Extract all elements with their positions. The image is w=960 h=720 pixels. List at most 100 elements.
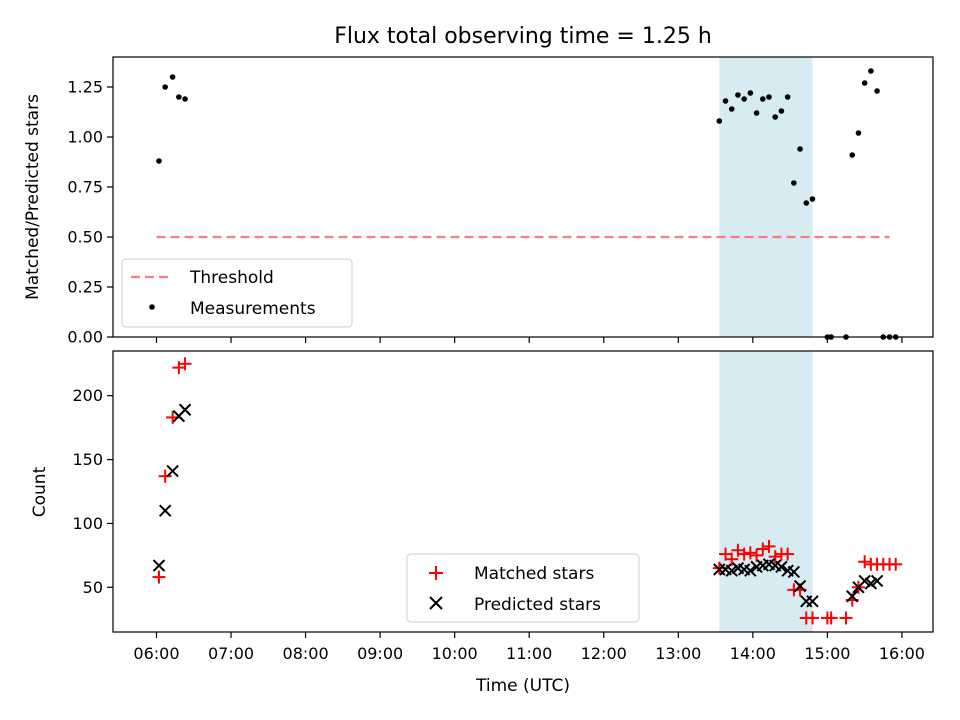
measurement-point	[855, 130, 862, 136]
matched-point	[725, 552, 739, 566]
bottom-highlight-span	[719, 351, 813, 632]
measurement-point	[778, 108, 785, 114]
top-y-tick-label: 1.00	[67, 128, 103, 147]
measurements-legend-swatch	[149, 304, 155, 310]
bottom-legend-box	[406, 553, 640, 623]
bottom-y-tick-label: 200	[72, 386, 103, 405]
top-y-tick-label: 0.25	[67, 278, 103, 297]
matched-point	[824, 611, 838, 625]
predicted-point	[158, 504, 172, 517]
ratio-panel: 0.00 0.25 0.50 0.75 1.00 1.25 Flux total obse…	[23, 24, 934, 347]
predicted-point	[178, 403, 192, 416]
measurement-point	[753, 110, 760, 116]
measurement-point	[797, 146, 803, 152]
top-y-tick-label: 0.00	[67, 328, 103, 347]
measurement-point	[803, 200, 810, 206]
measurement-point	[766, 94, 772, 100]
matched-point	[839, 611, 853, 625]
measurement-point	[791, 180, 797, 186]
matched-point	[781, 547, 795, 561]
matched-point	[152, 570, 166, 584]
predicted-point	[793, 579, 807, 593]
predicted-legend-label: Predicted stars	[474, 595, 601, 615]
matched-point	[805, 611, 819, 625]
predicted-stars-series	[152, 403, 884, 608]
measurement-point	[809, 196, 816, 202]
matched-point	[858, 555, 872, 569]
predicted-point	[870, 574, 884, 588]
matched-point	[737, 547, 751, 561]
x-tick-label: 09:00	[357, 644, 403, 663]
x-axis-label: Time (UTC)	[475, 676, 570, 696]
measurement-point	[874, 88, 880, 94]
bottom-axes-frame	[112, 350, 934, 633]
matched-point	[756, 542, 770, 556]
predicted-point	[846, 590, 859, 603]
top-highlight-span	[719, 57, 813, 337]
measurement-point	[728, 106, 735, 112]
x-tick-label: 16:00	[879, 644, 925, 663]
x-tick-label: 15:00	[804, 644, 850, 663]
predicted-point	[775, 560, 788, 574]
matched-point	[158, 469, 172, 483]
matched-point	[743, 546, 757, 560]
predicted-legend-swatch	[429, 596, 443, 610]
predicted-point	[806, 595, 819, 608]
chart-title: Flux total observing time = 1.25 h	[334, 24, 712, 49]
predicted-point	[858, 574, 871, 588]
measurement-point	[169, 74, 176, 80]
top-axes-frame	[112, 56, 934, 338]
matched-legend-label: Matched stars	[474, 564, 594, 584]
measurement-point	[772, 114, 779, 120]
bottom-y-tick-label: 150	[72, 450, 103, 469]
predicted-point	[864, 577, 878, 590]
predicted-point	[152, 559, 166, 572]
bottom-y-tick-label: 100	[72, 514, 103, 533]
x-tick-label: 07:00	[208, 644, 254, 663]
x-tick-label: 08:00	[283, 644, 329, 663]
matched-legend-swatch	[429, 566, 443, 580]
measurement-point	[759, 96, 766, 102]
top-legend-box	[121, 258, 353, 328]
count-panel: 50 100 150 200 06:00 07:00 08:00 09:00 10:00 11:…	[30, 350, 934, 696]
predicted-point	[787, 565, 801, 579]
measurement-point	[741, 96, 747, 102]
measurement-point	[722, 98, 729, 104]
bottom-x-axis-ticks: 06:00 07:00 08:00 09:00 10:00 11:00 12:00 13:00…	[133, 632, 925, 663]
predicted-point	[166, 464, 179, 478]
top-y-tick-label: 1.25	[67, 78, 103, 97]
predicted-point	[744, 564, 757, 577]
measurements-series	[156, 68, 899, 340]
x-tick-label: 14:00	[730, 644, 776, 663]
measurement-point	[747, 90, 754, 96]
predicted-point	[725, 564, 738, 577]
top-y-tick-label: 0.75	[67, 178, 103, 197]
bottom-legend: Matched stars Predicted stars	[406, 553, 640, 623]
x-tick-label: 13:00	[655, 644, 701, 663]
top-x-axis-ticks	[155, 337, 903, 343]
measurement-point	[735, 92, 741, 98]
bottom-y-tick-label: 50	[83, 578, 103, 597]
measurement-point	[716, 118, 723, 124]
measurement-point	[176, 94, 182, 100]
matched-point	[889, 557, 903, 571]
measurements-legend-label: Measurements	[190, 299, 316, 319]
bottom-y-axis-label: Count	[30, 466, 50, 517]
x-tick-label: 12:00	[581, 644, 627, 663]
measurement-point	[162, 84, 168, 90]
measurement-point	[156, 158, 162, 164]
x-tick-label: 06:00	[133, 644, 179, 663]
top-y-axis-label: Matched/Predicted stars	[23, 94, 43, 300]
matched-point	[178, 357, 192, 371]
matched-point	[750, 548, 764, 562]
top-legend: Threshold Measurements	[121, 258, 353, 328]
matched-point	[762, 539, 776, 553]
x-tick-label: 10:00	[432, 644, 478, 663]
matched-point	[768, 550, 782, 564]
measurement-point	[861, 80, 868, 86]
bottom-y-axis-ticks: 50 100 150 200	[72, 386, 113, 597]
measurement-point	[784, 94, 791, 100]
top-y-axis-ticks: 0.00 0.25 0.50 0.75 1.00 1.25	[67, 78, 113, 347]
measurement-point	[182, 96, 188, 102]
